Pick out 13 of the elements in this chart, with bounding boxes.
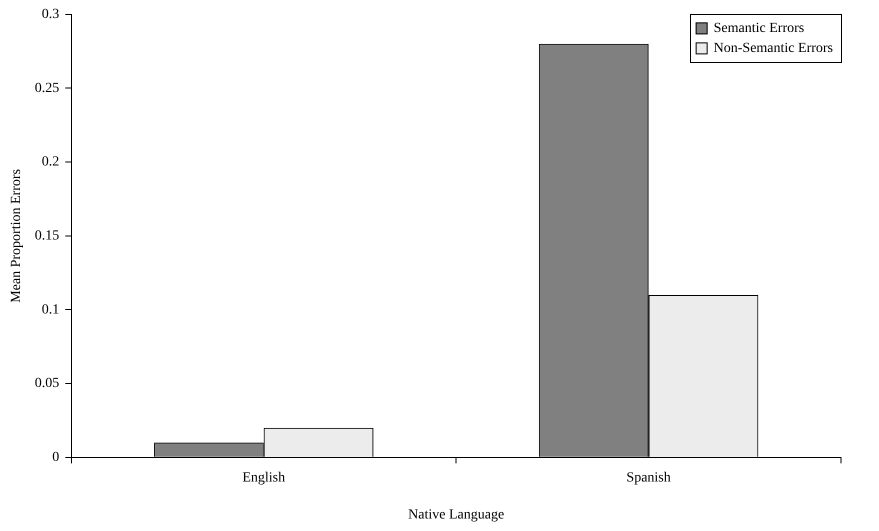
y-tick-label: 0 — [52, 450, 60, 466]
legend-label: Non-Semantic Errors — [714, 41, 834, 56]
x-tick-label: English — [242, 470, 286, 486]
y-tick-label: 0.05 — [34, 376, 60, 392]
y-tick-label: 0.2 — [42, 154, 60, 170]
legend-label: Semantic Errors — [714, 21, 804, 36]
x-tick-label: Spanish — [626, 470, 671, 486]
x-axis-title: Native Language — [408, 507, 504, 522]
y-axis-title: Mean Proportion Errors — [9, 169, 24, 303]
y-tick-label: 0.25 — [34, 80, 60, 96]
y-tick-label: 0.3 — [42, 7, 60, 22]
y-tick-label: 0.1 — [42, 302, 60, 318]
y-tick-label: 0.15 — [34, 228, 60, 244]
